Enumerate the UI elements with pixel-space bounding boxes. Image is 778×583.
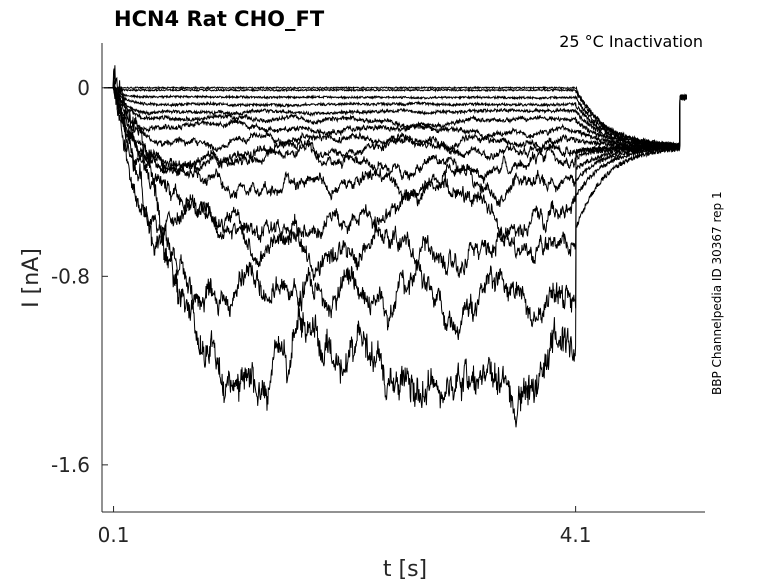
current-trace-5 — [104, 86, 687, 149]
current-trace-7 — [104, 84, 687, 150]
x-tick-label: 0.1 — [98, 523, 130, 547]
current-trace-11 — [104, 86, 687, 207]
y-tick-label: -1.6 — [51, 453, 90, 477]
current-trace-4 — [104, 86, 687, 149]
chart-title: HCN4 Rat CHO_FT — [114, 7, 325, 31]
current-trace-14 — [104, 65, 687, 341]
current-trace-12 — [104, 83, 687, 244]
y-tick-label: 0 — [77, 76, 90, 100]
current-trace-10 — [104, 85, 687, 184]
current-trace-6 — [104, 84, 687, 149]
current-trace-13 — [104, 80, 687, 281]
x-tick-label: 4.1 — [560, 523, 592, 547]
current-trace-8 — [104, 85, 687, 153]
side-label: BBP Channelpedia ID 30367 rep 1 — [710, 191, 724, 395]
x-axis-label: t [s] — [383, 557, 427, 582]
y-axis-label: I [nA] — [19, 248, 44, 308]
chart-subtitle: 25 °C Inactivation — [559, 32, 703, 51]
y-tick-label: -0.8 — [51, 264, 90, 288]
current-trace-3 — [104, 87, 687, 149]
current-trace-15 — [104, 68, 687, 428]
current-trace-2 — [104, 86, 687, 149]
current-trace-1 — [104, 85, 687, 148]
